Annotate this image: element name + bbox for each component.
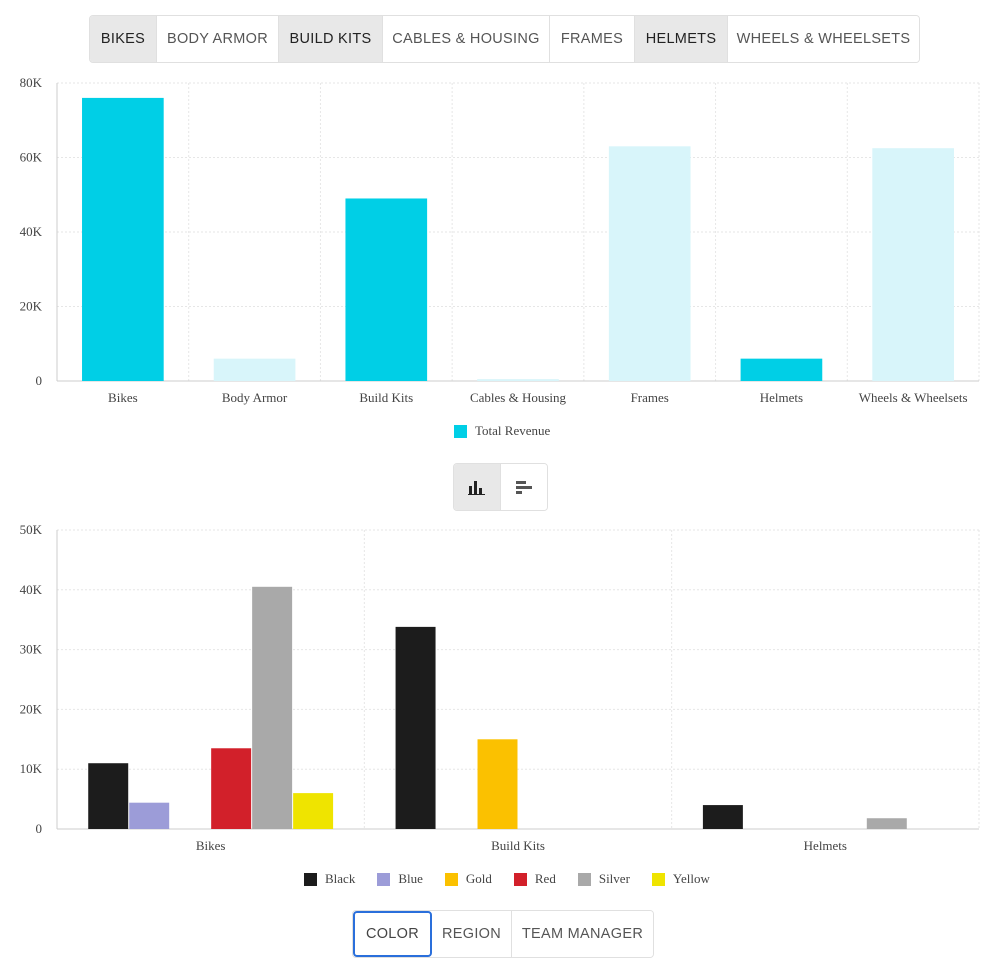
tab-frames[interactable]: FRAMES: [550, 16, 635, 62]
legend-swatch: [513, 872, 527, 886]
x-tick-label: Body Armor: [222, 390, 288, 405]
y-tick-label: 50K: [20, 522, 43, 537]
legend-item-blue[interactable]: Blue: [377, 871, 423, 887]
vertical-bar-chart-icon[interactable]: [454, 464, 501, 510]
legend-label: Blue: [398, 871, 423, 886]
bar-bikes-black[interactable]: [88, 763, 129, 829]
x-tick-label: Helmets: [760, 390, 803, 405]
tab-build-kits[interactable]: BUILD KITS: [279, 16, 383, 62]
bar-build-kits[interactable]: [345, 198, 428, 381]
y-tick-label: 30K: [20, 642, 43, 657]
y-tick-label: 10K: [20, 761, 43, 776]
bar-helmets-silver[interactable]: [866, 818, 907, 829]
color-legend: Black Blue Gold Red Silver Yellow: [304, 871, 710, 887]
x-tick-label: Helmets: [804, 838, 847, 853]
x-tick-label: Bikes: [108, 390, 138, 405]
revenue-legend: Total Revenue: [454, 423, 550, 439]
category-filter-tabs: BIKES BODY ARMOR BUILD KITS CABLES & HOUSIN…: [89, 15, 920, 63]
legend-item-red[interactable]: Red: [513, 871, 556, 887]
bar-bikes[interactable]: [82, 97, 164, 382]
bar-frames[interactable]: [608, 146, 691, 381]
x-tick-label: Build Kits: [491, 838, 545, 853]
tab-region[interactable]: REGION: [432, 911, 512, 957]
bar-helmets-black[interactable]: [702, 805, 743, 829]
y-tick-label: 20K: [20, 299, 43, 314]
legend-swatch: [444, 872, 458, 886]
y-tick-label: 40K: [20, 224, 43, 239]
x-tick-label: Wheels & Wheelsets: [859, 390, 968, 405]
bar-bikes-red[interactable]: [211, 748, 252, 829]
bar-bikes-silver[interactable]: [252, 586, 293, 829]
x-tick-label: Bikes: [196, 838, 226, 853]
tab-color[interactable]: COLOR: [353, 911, 432, 957]
legend-item-yellow[interactable]: Yellow: [651, 871, 710, 887]
horizontal-bar-chart-icon[interactable]: [501, 464, 547, 510]
bar-body-armor[interactable]: [213, 358, 296, 381]
tab-team-manager[interactable]: TEAM MANAGER: [512, 911, 653, 957]
y-tick-label: 20K: [20, 701, 43, 716]
x-tick-label: Build Kits: [359, 390, 413, 405]
chart-orientation-toggle: [453, 463, 548, 511]
y-tick-label: 0: [36, 373, 43, 388]
x-tick-label: Frames: [631, 390, 669, 405]
legend-swatch: [377, 872, 391, 886]
bar-helmets[interactable]: [740, 358, 823, 381]
tab-helmets[interactable]: HELMETS: [635, 16, 728, 62]
revenue-by-color-chart: 0 10K 20K 30K 40K 50K Bikes Build Kits Helmets: [20, 522, 980, 853]
legend-item-black[interactable]: Black: [304, 871, 355, 887]
legend-swatch: [651, 872, 665, 886]
legend-label: Silver: [598, 871, 630, 886]
bar-cables-and-housing[interactable]: [477, 379, 559, 381]
bar-bikes-blue[interactable]: [129, 802, 170, 829]
legend-label: Yellow: [672, 871, 710, 886]
legend-item-silver[interactable]: Silver: [577, 871, 630, 887]
legend-swatch: [304, 872, 317, 886]
y-tick-label: 40K: [20, 582, 43, 597]
tab-wheels-and-wheelsets[interactable]: WHEELS & WHEELSETS: [728, 16, 919, 62]
legend-label: Black: [325, 871, 356, 886]
legend-label: Total Revenue: [475, 423, 551, 438]
legend-swatch: [577, 872, 591, 886]
y-tick-label: 60K: [20, 150, 43, 165]
tab-cables-and-housing[interactable]: CABLES & HOUSING: [383, 16, 550, 62]
legend-item-gold[interactable]: Gold: [444, 871, 492, 887]
y-tick-label: 80K: [20, 75, 43, 90]
legend-swatch: [454, 424, 467, 438]
tab-body-armor[interactable]: BODY ARMOR: [157, 16, 279, 62]
revenue-by-category-chart: 0 20K 40K 60K 80K Bikes Body Armor Build Kits Ca…: [20, 75, 980, 405]
legend-item-total-revenue[interactable]: Total Revenue: [454, 423, 550, 439]
bar-wheels-and-wheelsets[interactable]: [872, 148, 954, 381]
legend-label: Gold: [465, 871, 492, 886]
y-tick-label: 0: [36, 821, 43, 836]
bar-build-kits-gold[interactable]: [477, 739, 518, 829]
breakdown-tabs: COLOR REGION TEAM MANAGER: [352, 910, 654, 958]
tab-bikes[interactable]: BIKES: [90, 16, 157, 62]
x-tick-label: Cables & Housing: [470, 390, 567, 405]
legend-label: Red: [534, 871, 556, 886]
bar-bikes-yellow[interactable]: [293, 793, 334, 829]
bar-build-kits-black[interactable]: [395, 626, 436, 829]
